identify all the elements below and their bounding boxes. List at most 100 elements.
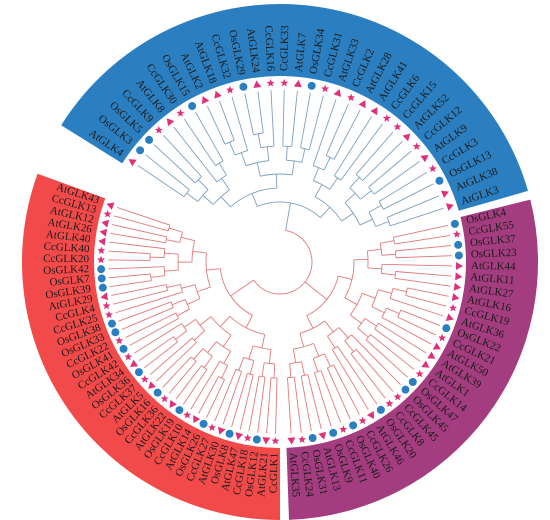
leaf-label: AtGLK7: [293, 32, 309, 73]
clade-band: [61, 4, 529, 211]
branch: [111, 284, 167, 296]
leaf-marker: [101, 219, 110, 228]
branch: [308, 95, 324, 150]
leaf-marker: [183, 410, 192, 419]
branch: [312, 99, 337, 166]
branch: [307, 374, 322, 430]
branch: [175, 330, 188, 340]
branch: [378, 201, 384, 210]
branch: [273, 363, 276, 378]
branch: [370, 334, 415, 370]
branch: [327, 335, 336, 349]
branch: [360, 190, 372, 200]
branch: [381, 307, 387, 318]
branch: [314, 184, 323, 198]
branch: [202, 195, 214, 205]
branch: [381, 263, 452, 267]
branch: [181, 323, 188, 332]
branch: [251, 193, 258, 207]
leaf-marker: [385, 399, 394, 408]
leaf-label: OsGLK23: [471, 247, 518, 261]
branch: [207, 341, 217, 353]
leaf-marker: [145, 135, 154, 144]
branch: [110, 232, 166, 244]
branch: [323, 353, 331, 367]
branch: [260, 145, 274, 149]
branch: [150, 275, 165, 278]
branch: [301, 361, 305, 376]
branch: [285, 146, 288, 161]
branch: [289, 363, 292, 378]
leaf-marker: [208, 423, 217, 432]
branch: [332, 345, 338, 350]
leaf-marker: [134, 368, 143, 377]
leaf-marker: [214, 90, 222, 99]
branch: [218, 162, 227, 176]
branch: [333, 364, 360, 415]
leaf-marker: [308, 434, 317, 443]
leaf-marker: [153, 388, 162, 397]
branch: [197, 286, 211, 293]
branch: [351, 334, 401, 385]
branch: [181, 284, 196, 289]
leaf-marker: [175, 406, 184, 415]
branch: [299, 320, 326, 334]
branch: [287, 377, 292, 434]
branch: [286, 159, 302, 163]
leaf-marker: [262, 437, 271, 445]
branch: [381, 272, 396, 276]
branch: [357, 327, 369, 338]
branch: [338, 275, 353, 280]
leaf-marker: [271, 436, 280, 445]
leaf-marker: [440, 190, 449, 199]
clade-band: [22, 173, 280, 520]
branch: [300, 147, 310, 151]
branch: [222, 334, 232, 347]
leaf-marker: [154, 126, 163, 134]
leaf-marker: [226, 85, 235, 94]
branch: [323, 157, 331, 171]
branch: [229, 141, 236, 156]
branch: [320, 370, 342, 424]
leaf-marker: [97, 274, 106, 283]
branch: [350, 353, 386, 399]
branch: [199, 316, 212, 326]
branch: [313, 343, 320, 357]
leaf-marker: [199, 419, 208, 428]
branch: [270, 90, 275, 147]
branch: [253, 230, 313, 295]
branch: [386, 307, 400, 315]
branch: [213, 189, 230, 205]
branch: [389, 297, 444, 317]
leaf-marker: [366, 410, 374, 420]
branch: [219, 100, 235, 141]
branch: [331, 349, 369, 410]
leaf-marker: [115, 336, 124, 345]
leaf-marker: [321, 84, 330, 93]
branch: [350, 349, 357, 355]
leaf-marker: [243, 433, 252, 442]
branch: [285, 202, 291, 231]
branch: [344, 192, 356, 203]
branch: [282, 90, 285, 147]
leaf-marker: [402, 133, 411, 142]
leaf-label: CcGLK1: [268, 453, 281, 494]
branch: [256, 162, 261, 177]
branch: [261, 334, 266, 349]
branch: [362, 140, 403, 181]
branch: [312, 167, 320, 181]
branch: [407, 287, 449, 297]
leaf-marker: [448, 303, 457, 312]
leaf-marker: [188, 102, 197, 111]
leaf-marker: [253, 80, 262, 88]
branch: [231, 96, 249, 151]
leaf-marker: [376, 405, 385, 414]
branch: [293, 377, 302, 433]
branch: [326, 367, 351, 420]
branch: [248, 345, 254, 360]
branch: [275, 174, 278, 189]
branch: [114, 215, 169, 232]
branch: [355, 349, 394, 392]
branch: [221, 365, 229, 379]
branch: [300, 92, 311, 148]
